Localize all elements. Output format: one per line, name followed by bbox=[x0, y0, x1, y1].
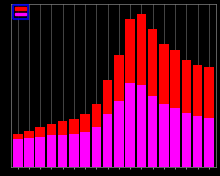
Bar bbox=[148, 29, 158, 167]
Bar bbox=[159, 104, 169, 167]
Bar bbox=[24, 131, 34, 167]
Bar bbox=[182, 113, 191, 167]
Legend: , : , bbox=[13, 5, 28, 19]
Bar bbox=[81, 132, 90, 167]
Bar bbox=[103, 114, 112, 167]
Bar bbox=[125, 83, 135, 167]
Bar bbox=[137, 14, 146, 167]
Bar bbox=[114, 55, 124, 167]
Bar bbox=[81, 114, 90, 167]
Bar bbox=[204, 67, 214, 167]
Bar bbox=[170, 50, 180, 167]
Bar bbox=[114, 101, 124, 167]
Bar bbox=[35, 127, 45, 167]
Bar bbox=[125, 19, 135, 167]
Bar bbox=[170, 108, 180, 167]
Bar bbox=[35, 137, 45, 167]
Bar bbox=[92, 127, 101, 167]
Bar bbox=[47, 124, 56, 167]
Bar bbox=[159, 44, 169, 167]
Bar bbox=[137, 85, 146, 167]
Bar bbox=[58, 121, 68, 167]
Bar bbox=[13, 139, 22, 167]
Bar bbox=[193, 65, 202, 167]
Bar bbox=[193, 116, 202, 167]
Bar bbox=[182, 60, 191, 167]
Bar bbox=[69, 119, 79, 167]
Bar bbox=[148, 96, 158, 167]
Bar bbox=[58, 136, 68, 167]
Bar bbox=[24, 137, 34, 167]
Bar bbox=[204, 118, 214, 167]
Bar bbox=[69, 134, 79, 167]
Bar bbox=[47, 136, 56, 167]
Bar bbox=[103, 80, 112, 167]
Bar bbox=[92, 104, 101, 167]
Bar bbox=[13, 134, 22, 167]
